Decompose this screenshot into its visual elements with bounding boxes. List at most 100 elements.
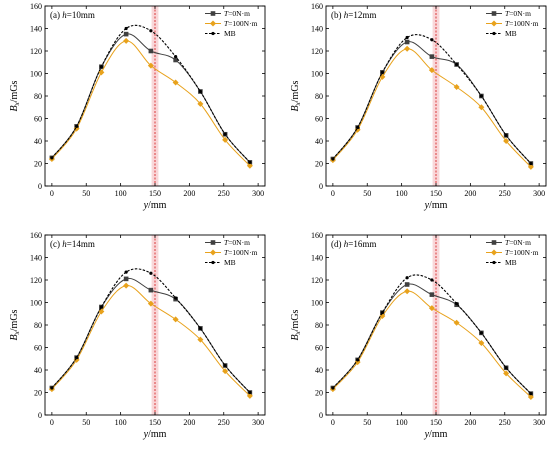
data-point [429, 54, 435, 59]
data-point [354, 359, 361, 366]
y-tick-label: 80 [34, 92, 42, 101]
data-point [197, 100, 204, 107]
y-tick-label: 40 [315, 366, 323, 375]
data-point [503, 370, 510, 377]
y-tick-label: 0 [38, 182, 42, 191]
highlight-band [432, 235, 440, 415]
data-point [429, 292, 435, 297]
data-point [198, 326, 202, 330]
data-point [223, 132, 227, 136]
y-tick-label: 60 [315, 344, 323, 353]
data-point [75, 356, 79, 360]
legend-label: T=0N·m [224, 9, 250, 18]
legend-marker [211, 31, 215, 36]
x-tick-label: 250 [218, 189, 230, 198]
legend-label: T=100N·m [224, 248, 258, 257]
x-tick-label: 250 [499, 418, 511, 427]
data-point [455, 302, 459, 306]
y-axis-label: Bx/mGs [290, 80, 302, 111]
data-point [50, 386, 54, 390]
data-point [453, 319, 460, 326]
legend-marker [210, 240, 216, 245]
data-point [174, 55, 178, 59]
y-tick-label: 40 [315, 137, 323, 146]
x-axis-label: y/mm [143, 429, 167, 440]
x-tick-label: 0 [331, 189, 335, 198]
data-point [149, 271, 153, 275]
data-point [503, 138, 510, 144]
y-tick-label: 100 [311, 70, 323, 79]
data-point [356, 125, 360, 130]
data-point [123, 37, 130, 44]
legend-marker [491, 240, 497, 245]
data-point [331, 386, 335, 390]
data-point [123, 31, 129, 37]
chart-panel-1: 0 50 100 150 200 250 300 0 20 40 60 80 100 120 140 160 (… [9, 2, 266, 211]
x-tick-label: 50 [363, 418, 371, 427]
panel-title: (a) h=10mm [50, 10, 95, 20]
y-tick-label: 120 [30, 276, 42, 285]
x-tick-label: 300 [252, 189, 264, 198]
legend-marker [492, 260, 496, 265]
legend-label: T=100N·m [505, 19, 539, 28]
data-point [99, 65, 103, 69]
x-tick-label: 100 [396, 189, 408, 198]
data-point [147, 300, 154, 307]
series-line-1 [332, 41, 532, 164]
data-point [223, 363, 227, 368]
x-tick-label: 300 [533, 418, 545, 427]
data-point [222, 136, 229, 143]
data-point [479, 331, 483, 335]
legend-label: T=0N·m [505, 9, 531, 18]
x-axis-label: y/mm [424, 200, 448, 211]
x-axis-label: y/mm [424, 429, 448, 440]
data-point [404, 45, 411, 52]
data-point [149, 29, 153, 33]
data-point [455, 62, 459, 67]
data-point [73, 356, 80, 363]
legend-marker [210, 11, 216, 16]
data-point [354, 126, 361, 133]
legend-label: T=0N·m [505, 238, 531, 247]
x-tick-label: 300 [252, 418, 264, 427]
y-tick-label: 140 [30, 254, 42, 263]
data-point [380, 70, 384, 74]
x-tick-label: 250 [499, 189, 511, 198]
legend-marker [491, 20, 497, 27]
data-point [246, 162, 253, 169]
y-tick-label: 120 [311, 276, 323, 285]
x-tick-label: 0 [50, 418, 54, 427]
y-tick-label: 140 [30, 25, 42, 34]
x-tick-label: 100 [115, 189, 127, 198]
y-tick-label: 120 [30, 47, 42, 56]
legend-marker [211, 260, 215, 265]
data-point [197, 336, 204, 343]
x-tick-label: 50 [82, 418, 90, 427]
y-tick-label: 60 [315, 115, 323, 124]
y-tick-label: 60 [34, 115, 42, 124]
legend-marker [491, 249, 497, 256]
y-tick-label: 160 [30, 2, 42, 11]
data-point [430, 278, 434, 282]
y-axis-label: Bx/mGs [290, 309, 302, 340]
series-line-2 [332, 48, 532, 168]
legend-label: T=100N·m [505, 248, 539, 257]
data-point [405, 35, 409, 40]
data-point [148, 48, 154, 54]
legend-label: MB [505, 258, 517, 267]
x-tick-label: 100 [115, 418, 127, 427]
data-point [50, 156, 54, 160]
data-point [123, 276, 129, 282]
data-point [430, 38, 434, 42]
panel-title: (d) h=16mm [331, 239, 376, 249]
x-tick-label: 200 [464, 189, 476, 198]
data-point [222, 368, 229, 375]
y-tick-label: 20 [315, 389, 323, 398]
panel-title: (c) h=14mm [50, 239, 95, 249]
x-tick-label: 150 [149, 418, 161, 427]
data-point [248, 160, 252, 164]
highlight-band [151, 6, 159, 186]
data-point [479, 94, 483, 98]
data-point [404, 282, 410, 287]
